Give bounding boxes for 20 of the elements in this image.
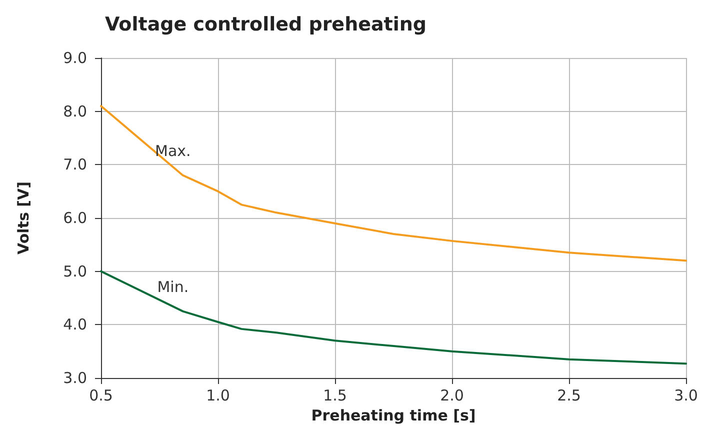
y-tick-label: 3.0 [63,369,87,387]
line-series [100,270,687,365]
y-tick-label: 8.0 [63,102,87,120]
y-tick-label: 4.0 [63,316,87,334]
x-tick-label: 1.0 [206,386,230,404]
y-axis-title: Volts [V] [14,182,32,254]
chart-title: Voltage controlled preheating [105,14,427,36]
x-axis-title: Preheating time [s] [311,406,476,424]
x-tick-label: 3.0 [674,386,698,404]
line-series [100,105,687,262]
x-tick-label: 0.5 [89,386,113,404]
y-tick-label: 9.0 [63,49,87,67]
series-label: Min. [157,278,189,296]
x-tick-label: 2.0 [440,386,464,404]
y-tick-label: 6.0 [63,209,87,227]
x-tick-label: 2.5 [557,386,581,404]
series-label: Max. [155,142,191,160]
y-tick-label: 7.0 [63,156,87,174]
x-tick-label: 1.5 [323,386,347,404]
y-tick-label: 5.0 [63,262,87,280]
